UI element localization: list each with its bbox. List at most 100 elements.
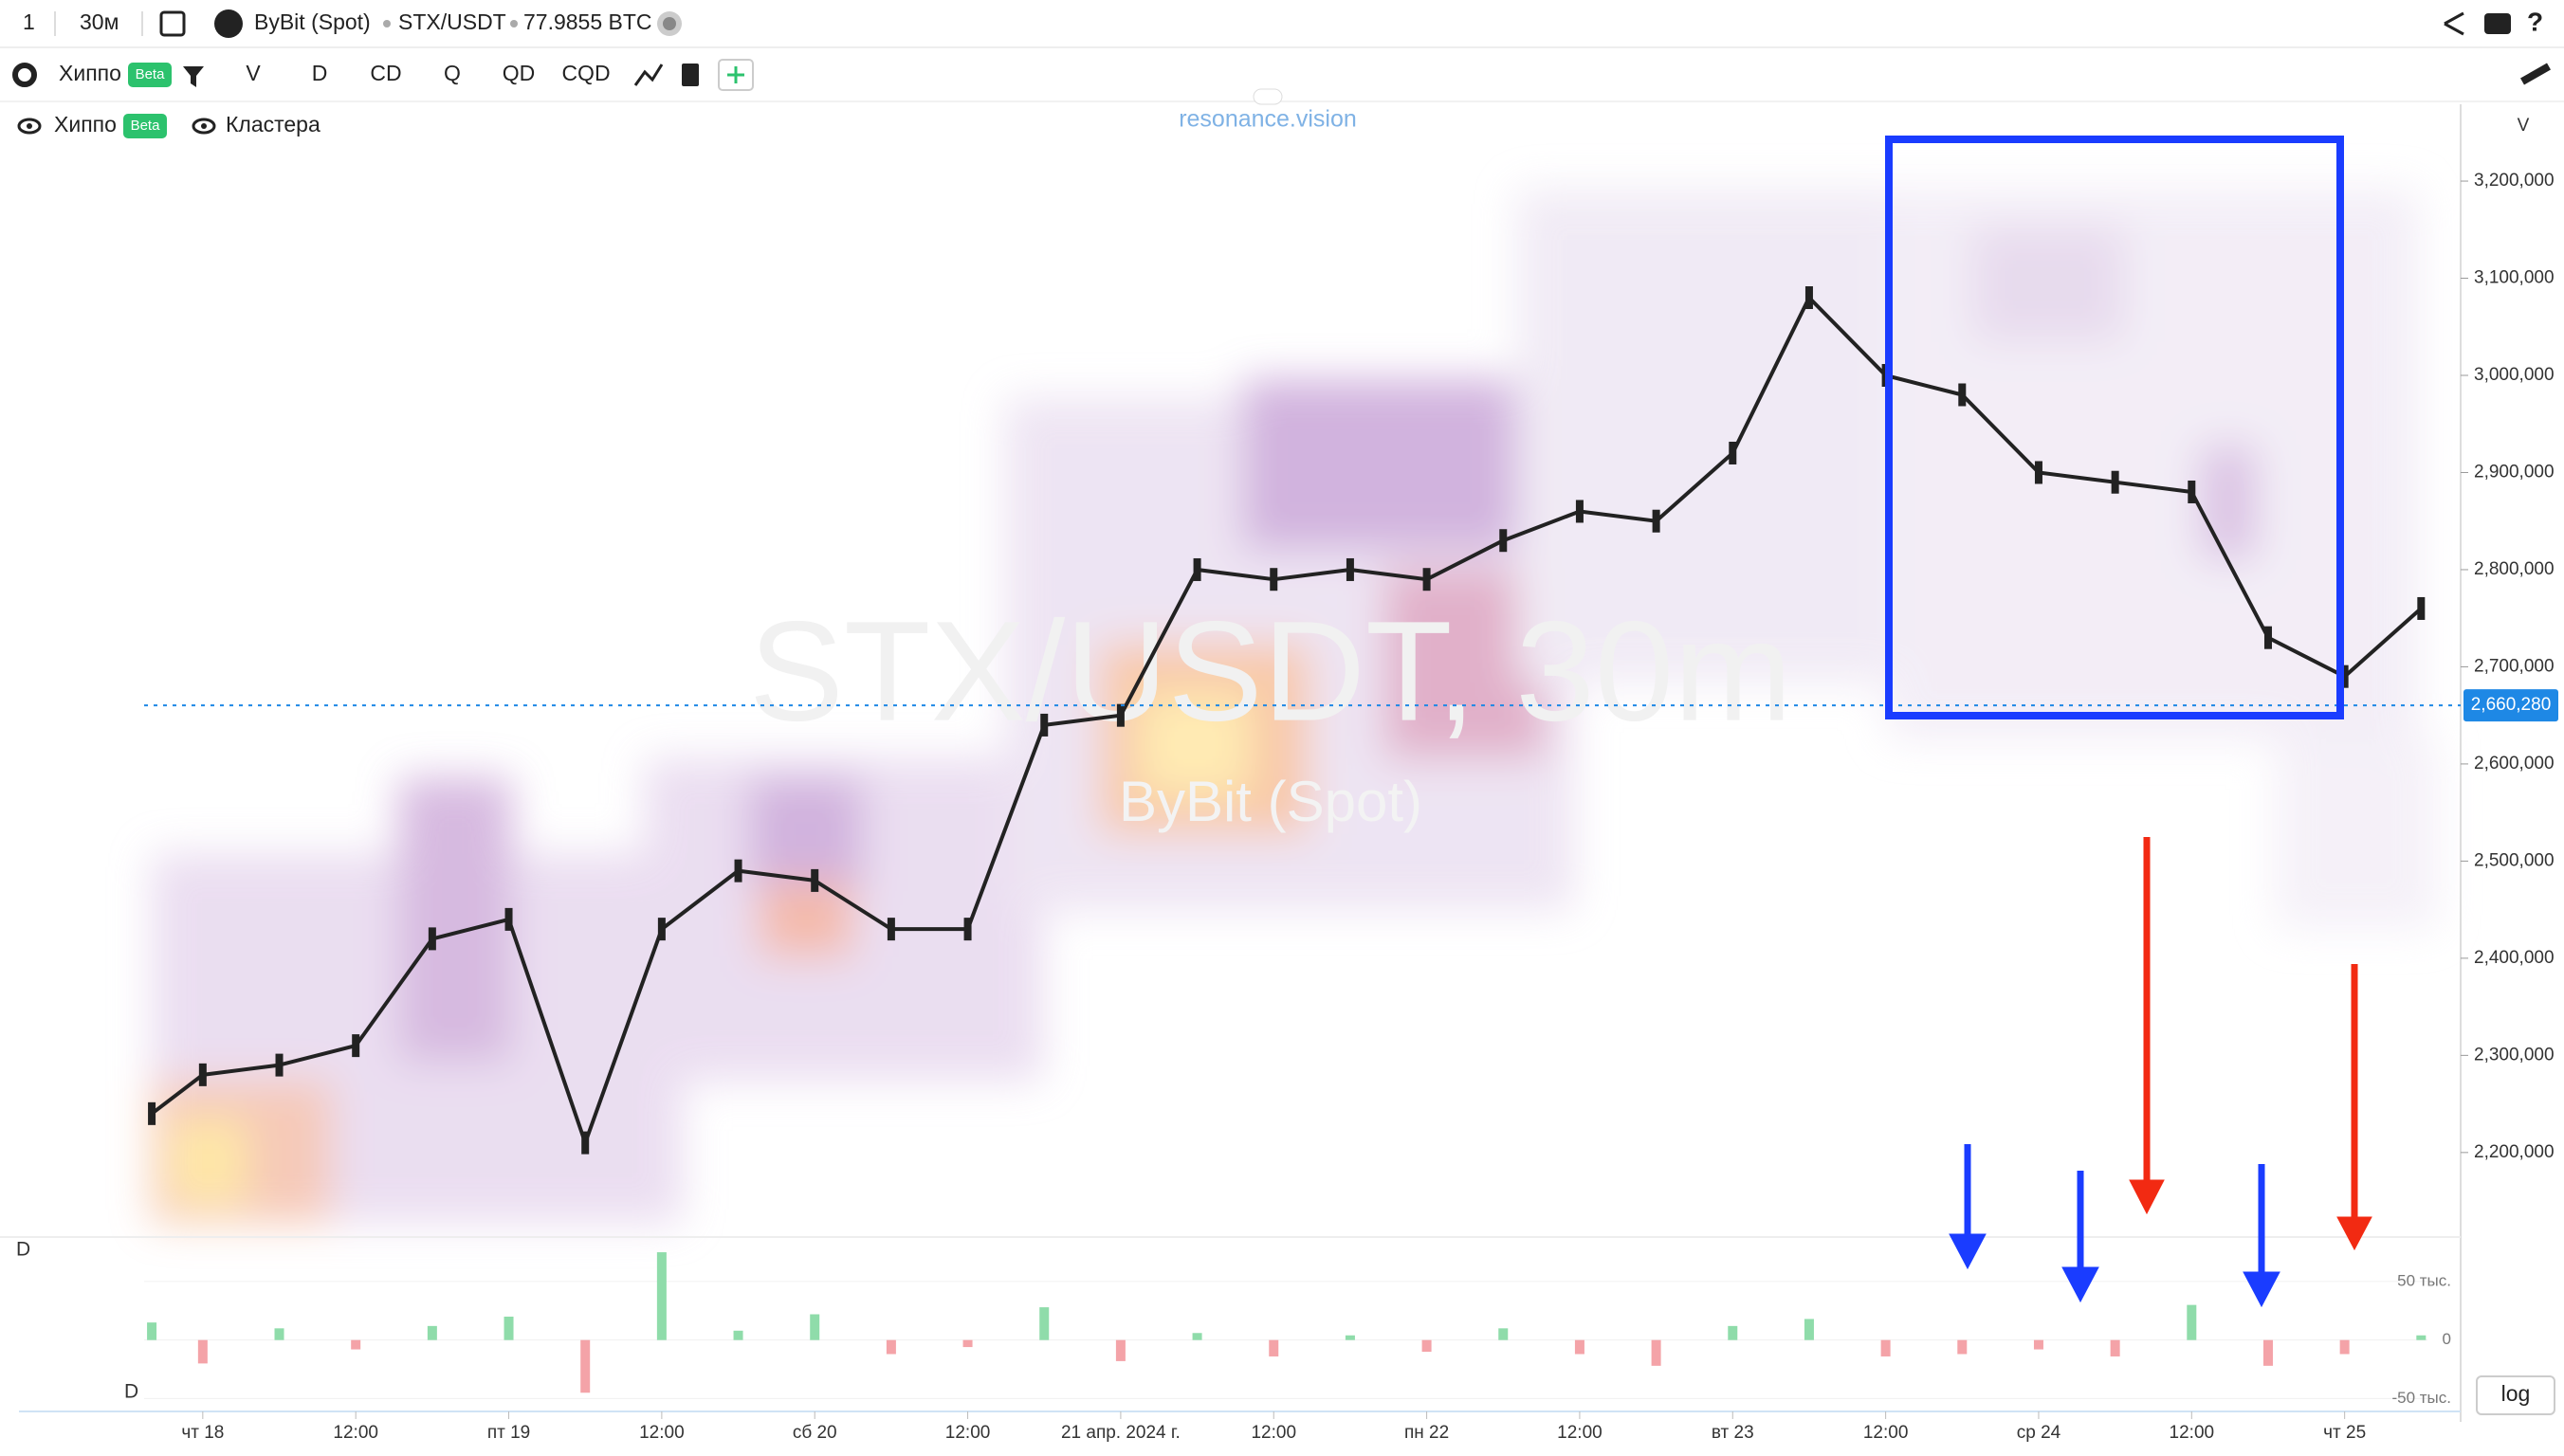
settings-icon[interactable]	[12, 63, 37, 87]
y-tick-label: 3,000,000	[2474, 365, 2555, 385]
toolbar-button[interactable]: CQD	[561, 61, 610, 85]
legend-item[interactable]: Хиппо	[54, 112, 117, 136]
candle	[963, 918, 972, 941]
symbol[interactable]: STX/USDT	[398, 9, 506, 34]
delta-bar	[810, 1314, 820, 1340]
candle	[2340, 664, 2349, 688]
y-tick-label: 2,700,000	[2474, 656, 2555, 676]
watermark-sub: ByBit (Spot)	[1119, 770, 1422, 833]
top-toolbar: 1 30м ByBit (Spot) STX/USDT 77.9855 BTC …	[0, 7, 2564, 48]
toolbar-button[interactable]: QD	[503, 61, 536, 85]
beta-badge: Beta	[136, 66, 166, 82]
y-tick-label: 3,100,000	[2474, 268, 2555, 288]
candle	[1804, 286, 1813, 310]
interval[interactable]: 30м	[80, 9, 119, 34]
delta-bar	[580, 1339, 591, 1393]
candle	[1575, 500, 1584, 523]
share-icon[interactable]	[2444, 11, 2464, 36]
candle	[1193, 557, 1201, 581]
notes-icon[interactable]	[682, 64, 699, 86]
brand[interactable]: resonance.vision	[1179, 106, 1357, 133]
candle	[352, 1034, 360, 1058]
x-tick-label: ср 24	[2017, 1423, 2061, 1443]
indicator-toolbar: Хиппо Beta V D CD Q QD CQD	[0, 59, 2564, 102]
x-tick-label: 12:00	[1557, 1423, 1602, 1443]
delta-bar	[886, 1339, 896, 1355]
volume: 77.9855 BTC	[523, 9, 652, 34]
ruler-icon[interactable]	[2520, 63, 2551, 85]
x-tick-label: чт 18	[181, 1423, 224, 1443]
toolbar-button[interactable]: D	[312, 61, 328, 85]
toolbar-button[interactable]: Q	[444, 61, 461, 85]
y-tick-label: 2,500,000	[2474, 850, 2555, 870]
exchange-logo	[214, 9, 243, 38]
x-tick-label: чт 25	[2323, 1423, 2366, 1443]
x-tick-label: 12:00	[2170, 1423, 2215, 1443]
x-tick-label: 21 апр. 2024 г.	[1061, 1423, 1181, 1443]
x-tick-label: сб 20	[793, 1423, 837, 1443]
pane-label: D	[16, 1239, 30, 1261]
help-icon[interactable]: ?	[2527, 7, 2543, 36]
x-tick-label: 12:00	[1251, 1423, 1296, 1443]
toolbar-button[interactable]: CD	[370, 61, 401, 85]
candle	[198, 1063, 207, 1086]
delta-bar	[504, 1316, 514, 1340]
candle	[657, 918, 666, 941]
delta-bar	[1192, 1333, 1202, 1340]
candle	[1116, 703, 1125, 727]
delta-bar	[1651, 1339, 1661, 1366]
delta-bar	[197, 1339, 208, 1364]
watermark: STX/USDT, 30m	[749, 592, 1792, 751]
legend: Хиппо Beta Кластера resonance.vision V	[17, 88, 2530, 138]
delta-bar	[2262, 1339, 2273, 1366]
indicator[interactable]: Хиппо	[59, 61, 121, 85]
candle	[1422, 568, 1431, 592]
delta-bar	[1345, 1335, 1355, 1340]
candle	[148, 1101, 156, 1125]
y-tick-label: 50 тыс.	[2397, 1271, 2451, 1289]
candle	[581, 1131, 590, 1155]
line-tool[interactable]	[633, 64, 664, 86]
delta-bar	[274, 1328, 284, 1340]
candle	[2188, 480, 2196, 503]
toolbar-button[interactable]: V	[246, 61, 261, 85]
legend-item[interactable]: Кластера	[226, 112, 320, 136]
exchange[interactable]: ByBit (Spot)	[254, 9, 371, 34]
candle	[734, 859, 742, 883]
delta-bar	[733, 1330, 743, 1340]
delta-bar	[2339, 1339, 2350, 1355]
screenshot-icon[interactable]	[159, 10, 186, 37]
candle	[1346, 557, 1354, 581]
delta-bar	[1498, 1328, 1509, 1340]
delta-bar	[2033, 1339, 2043, 1350]
delta-bar	[1574, 1339, 1584, 1355]
log-button[interactable]	[2476, 1375, 2555, 1415]
interval-count[interactable]: 1	[23, 9, 35, 34]
x-tick-label: 12:00	[333, 1423, 378, 1443]
delta-bar	[1421, 1339, 1432, 1353]
pane-label: D	[124, 1381, 138, 1403]
video-icon[interactable]	[2484, 13, 2511, 34]
x-tick-label: пн 22	[1404, 1423, 1449, 1443]
highlight-box	[1885, 136, 2344, 719]
delta-bar	[351, 1339, 361, 1350]
y-tick-label: 2,900,000	[2474, 462, 2555, 482]
y-tick-label: 0	[2443, 1330, 2451, 1348]
delta-bar	[1269, 1339, 1279, 1356]
candle	[2111, 470, 2119, 494]
delta-bar	[656, 1252, 667, 1340]
candle	[1270, 568, 1278, 592]
log-label[interactable]: log	[2501, 1381, 2531, 1406]
filter-icon[interactable]	[183, 66, 204, 87]
delta-bar	[1957, 1339, 1968, 1355]
y-tick-label: 3,200,000	[2474, 171, 2555, 191]
y-tick-label: 2,600,000	[2474, 754, 2555, 774]
scale-label: V	[2518, 116, 2530, 136]
candle	[811, 868, 819, 892]
delta-bar	[962, 1339, 973, 1348]
delta-bar	[2187, 1304, 2197, 1340]
last-price-label: 2,660,280	[2471, 695, 2552, 715]
delta-bar	[2110, 1339, 2120, 1356]
y-tick-label: 2,400,000	[2474, 948, 2555, 968]
